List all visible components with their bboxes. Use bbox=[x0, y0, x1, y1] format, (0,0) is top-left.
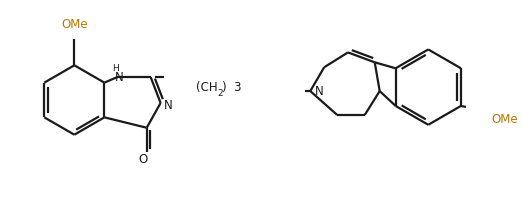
Text: N: N bbox=[164, 100, 173, 112]
Text: 2: 2 bbox=[217, 89, 223, 98]
Text: N: N bbox=[315, 85, 324, 98]
Text: H: H bbox=[112, 64, 119, 73]
Text: O: O bbox=[138, 153, 147, 166]
Text: OMe: OMe bbox=[61, 18, 88, 31]
Text: OMe: OMe bbox=[492, 113, 518, 126]
Text: N: N bbox=[115, 71, 123, 84]
Text: )  3: ) 3 bbox=[222, 81, 242, 94]
Text: (CH: (CH bbox=[196, 81, 218, 94]
